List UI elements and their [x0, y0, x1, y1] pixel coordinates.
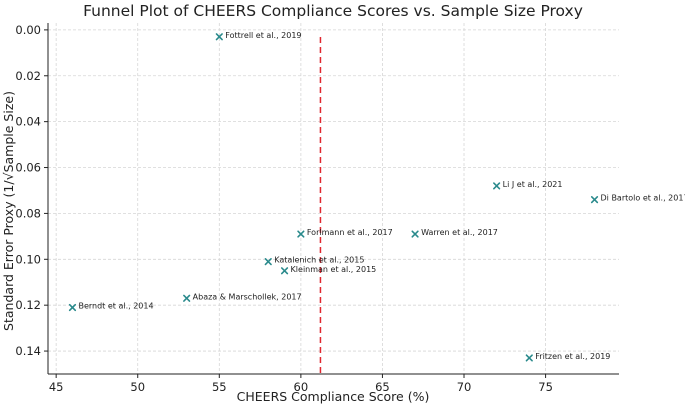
y-tick-label: 0.02	[15, 69, 41, 83]
marker-stroke	[264, 257, 272, 266]
data-point-marker	[68, 303, 77, 312]
y-tick-label: 0.14	[15, 344, 41, 358]
data-point-label: Abaza & Marschollek, 2017	[193, 292, 302, 301]
y-tick-label: 0.06	[15, 161, 41, 175]
data-point-marker	[525, 354, 533, 362]
data-point-label: Fritzen et al., 2019	[535, 352, 610, 361]
y-axis-label: Standard Error Proxy (1/√Sample Size)	[1, 91, 16, 331]
data-point-label: Kleinman et al., 2015	[291, 265, 377, 274]
x-tick-label: 45	[49, 380, 64, 394]
data-point-label: Berndt et al., 2014	[78, 301, 153, 310]
grid-layer	[48, 23, 619, 374]
y-tick-label: 0.12	[15, 298, 41, 312]
chart-title: Funnel Plot of CHEERS Compliance Scores …	[83, 2, 583, 20]
y-tick-label: 0.04	[15, 115, 41, 129]
x-axis-label: CHEERS Compliance Score (%)	[237, 389, 430, 404]
axes-layer: 45 50 55 60 65 70 75 0.00 0.02 0.04 0.06 0.08 0.10 0.…	[15, 23, 619, 394]
y-tick-label: 0.08	[15, 206, 41, 220]
marker-stroke	[590, 196, 599, 204]
marker-stroke	[525, 354, 533, 362]
data-point-label: Fottrell et al., 2019	[225, 31, 301, 40]
data-point-marker	[493, 182, 501, 190]
data-point-marker	[183, 294, 191, 302]
data-point-marker	[297, 230, 305, 238]
marker-stroke	[411, 230, 419, 238]
x-tick-label: 55	[212, 380, 227, 394]
marker-stroke	[68, 303, 77, 312]
marker-stroke	[215, 33, 223, 41]
data-point-marker	[215, 33, 223, 41]
data-point-marker	[280, 267, 289, 275]
points-layer: Fottrell et al., 2019 Li J et al., 2021 Di…	[68, 31, 685, 362]
x-tick-label: 60	[294, 380, 309, 394]
data-point-label: Forlmann et al., 2017	[307, 228, 393, 237]
marker-stroke	[493, 182, 501, 190]
data-point-marker	[590, 196, 599, 204]
data-point-label: Warren et al., 2017	[421, 228, 498, 237]
y-tick-label: 0.00	[15, 23, 41, 37]
x-tick-label: 70	[457, 380, 472, 394]
marker-stroke	[280, 267, 289, 275]
y-tick-label: 0.10	[15, 252, 41, 266]
x-tick-label: 65	[375, 380, 390, 394]
data-point-label: Li J et al., 2021	[503, 180, 563, 189]
marker-stroke	[297, 230, 305, 238]
x-tick-label: 75	[538, 380, 553, 394]
data-point-label: Di Bartolo et al., 2017	[601, 194, 685, 203]
data-point-label: Katalenich et al., 2015	[274, 256, 364, 265]
marker-stroke	[183, 294, 191, 302]
data-point-marker	[264, 257, 272, 266]
data-point-marker	[411, 230, 419, 238]
x-tick-label: 50	[130, 380, 145, 394]
